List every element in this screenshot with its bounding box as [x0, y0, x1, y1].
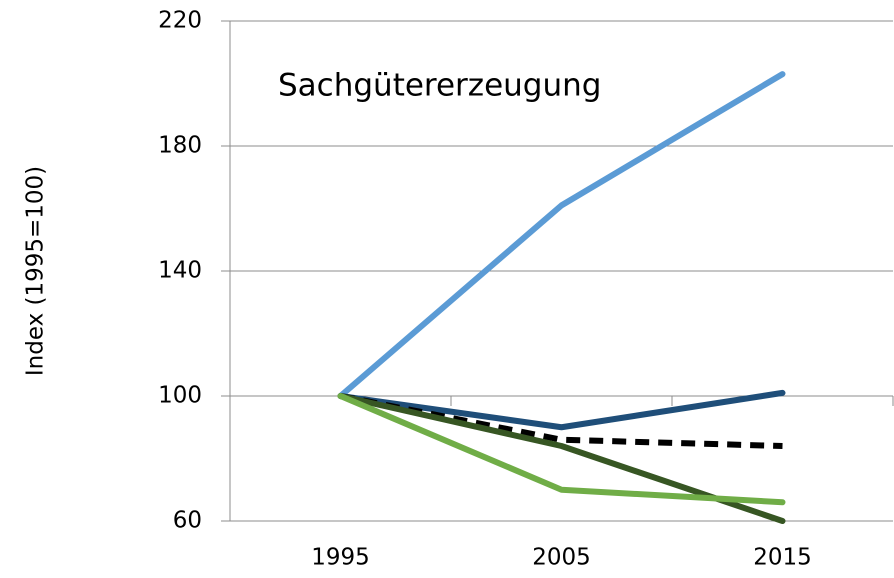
x-tick-label: 2015 — [753, 545, 812, 571]
y-axis-title: Index (1995=100) — [23, 166, 49, 376]
y-tick-label: 140 — [158, 258, 202, 284]
y-tick-label: 180 — [158, 133, 202, 159]
series-line — [337, 71, 786, 399]
annotation: Sachgütererzeugung — [278, 68, 601, 104]
y-tick-label: 220 — [158, 8, 202, 34]
x-tick-label: 1995 — [311, 545, 370, 571]
y-tick-label: 60 — [173, 508, 202, 534]
series-line — [337, 393, 786, 506]
x-tick-label: 2005 — [532, 545, 591, 571]
series-line — [337, 393, 786, 524]
series-line — [337, 389, 786, 431]
y-tick-label: 100 — [158, 383, 202, 409]
